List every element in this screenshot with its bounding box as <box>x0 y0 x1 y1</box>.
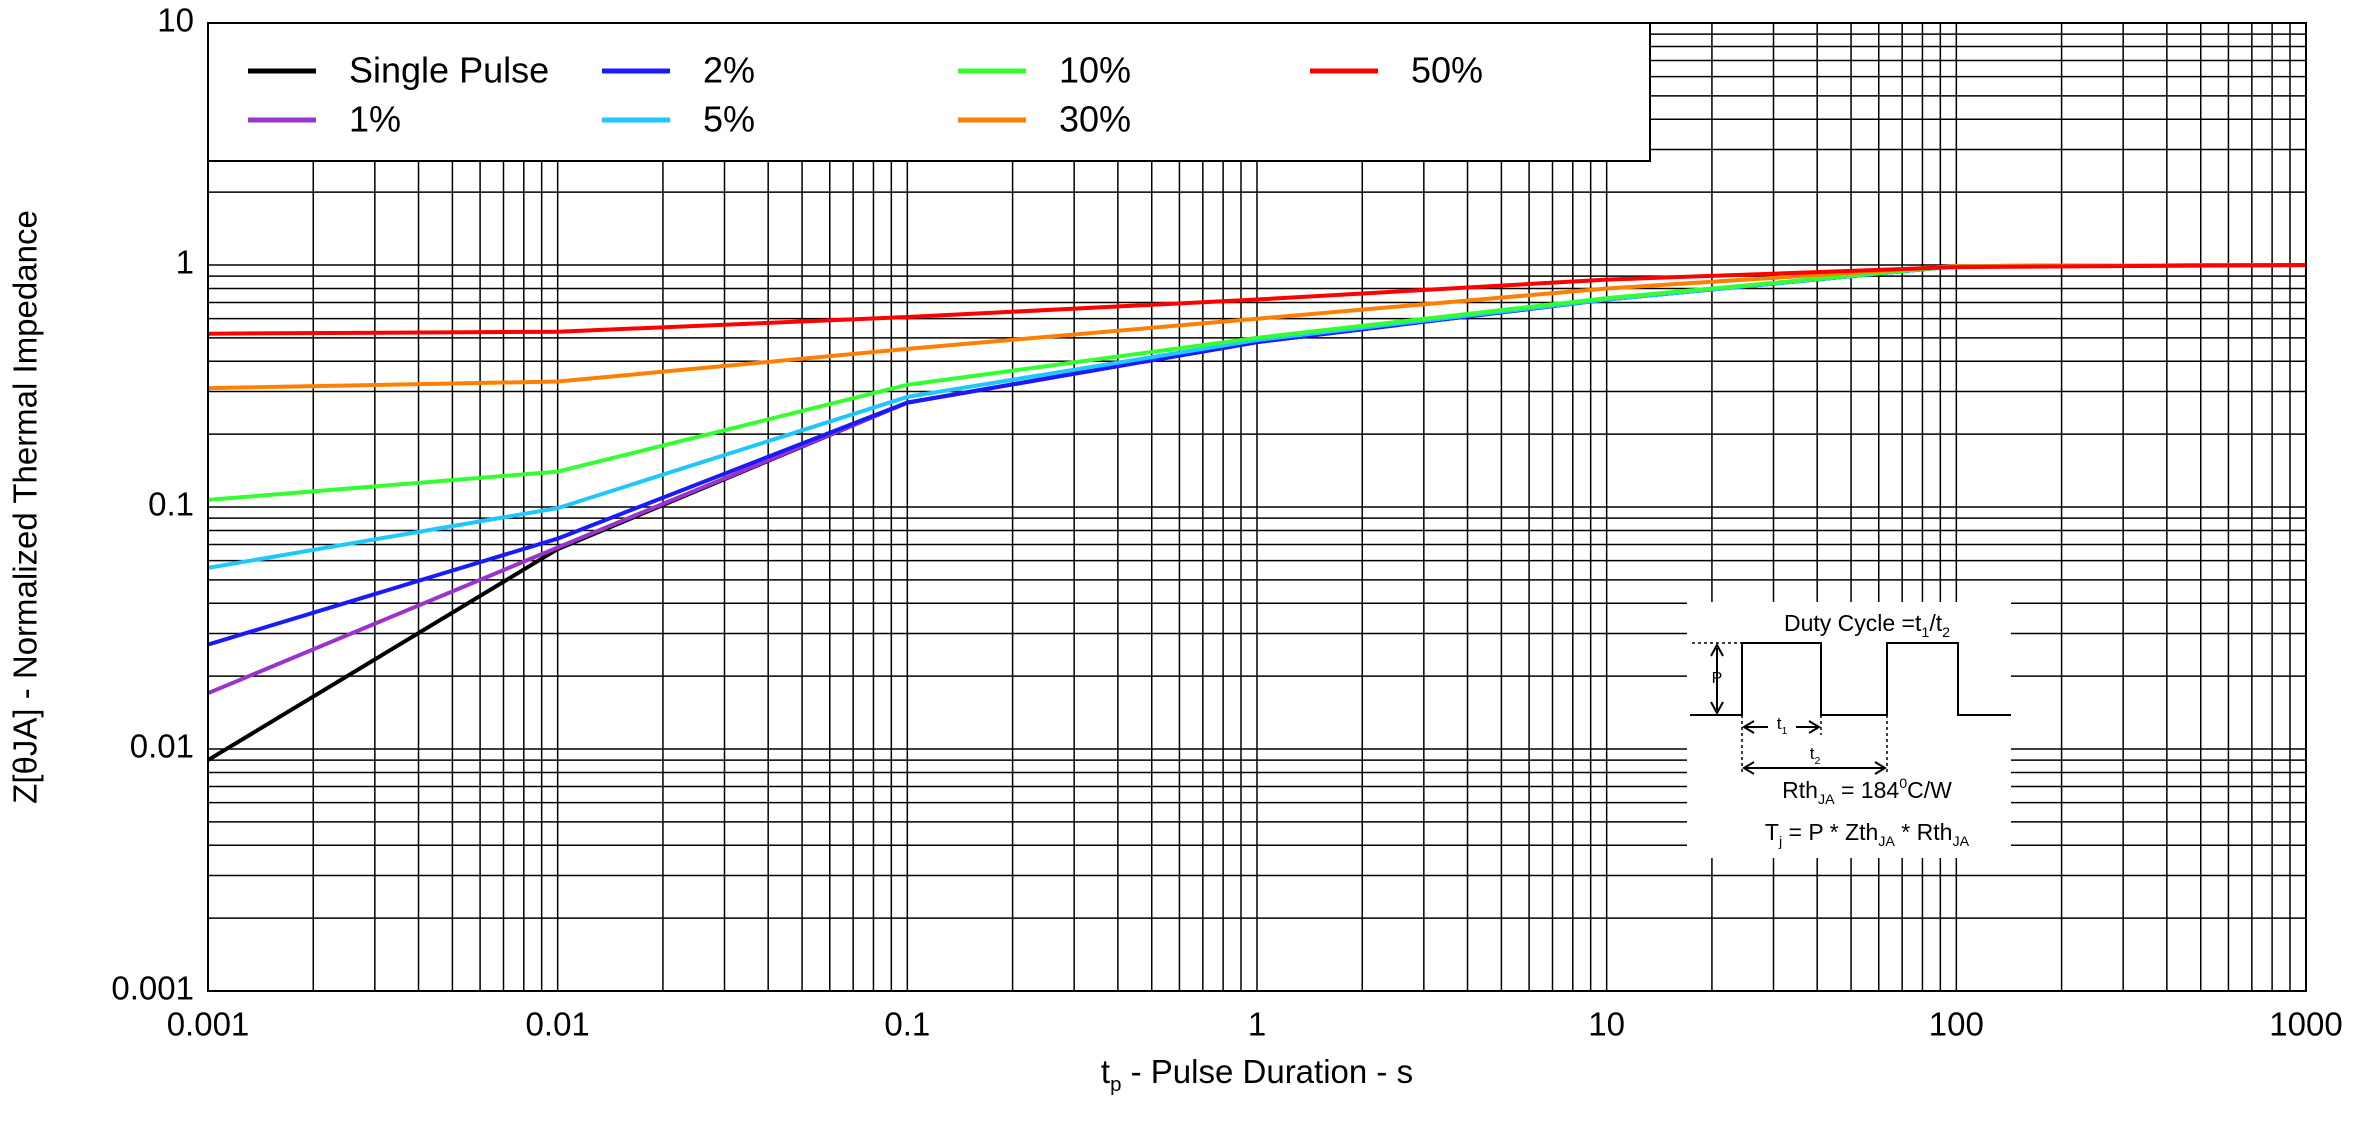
x-tick-label: 1000 <box>2269 1006 2342 1043</box>
text-part: C/W <box>1907 777 1952 803</box>
x-tick-label: 100 <box>1929 1006 1984 1043</box>
text-part: 1 <box>1781 725 1787 737</box>
grid <box>207 22 2307 992</box>
text-part: JA <box>1818 792 1835 808</box>
series-line <box>207 263 2307 336</box>
legend-label: 30% <box>1059 99 1131 140</box>
y-tick-label: 0.01 <box>130 728 194 765</box>
x-tick-label: 0.01 <box>526 1006 590 1043</box>
legend-label: 5% <box>703 99 755 140</box>
text-part: Duty Cycle =t <box>1784 610 1922 636</box>
text-part: /t <box>1929 610 1942 636</box>
text-part: p <box>1110 1073 1121 1096</box>
x-tick-label: 0.001 <box>167 1006 250 1043</box>
y-tick-label: 1 <box>176 244 194 281</box>
t2-label: t2 <box>1810 744 1821 766</box>
plot-lines <box>206 263 2307 762</box>
text-part: = 184 <box>1835 777 1900 803</box>
text-part: 1 <box>1921 625 1929 641</box>
x-axis-label: tp - Pulse Duration - s <box>1101 1053 1413 1096</box>
p-label: P <box>1712 670 1723 687</box>
legend: Single Pulse 1% 2% 5% 10% 30% 50% <box>207 22 1651 162</box>
y-tick-label: 0.001 <box>111 970 194 1007</box>
legend-label: Single Pulse <box>349 50 549 91</box>
t1-arrowheads <box>1742 720 1821 734</box>
text-part: t <box>1101 1053 1110 1090</box>
text-part: 2 <box>1814 755 1820 767</box>
text-part: JA <box>1878 834 1895 850</box>
text-part: = P * Zth <box>1782 819 1878 845</box>
legend-box <box>207 22 1651 162</box>
text-part: - Pulse Duration - s <box>1121 1053 1413 1090</box>
text-part: t <box>1810 744 1815 763</box>
y-axis-label: Z[θJA] - Normalized Thermal Impedance <box>7 210 44 804</box>
y-tick-label: 0.1 <box>148 486 194 523</box>
text-part: Rth <box>1782 777 1818 803</box>
x-tick-label: 10 <box>1588 1006 1625 1043</box>
t1-label: t1 <box>1777 714 1788 736</box>
text-part: j <box>1778 834 1782 850</box>
y-tick-label: 10 <box>157 2 194 39</box>
legend-label: 50% <box>1411 50 1483 91</box>
duty-cycle-label: Duty Cycle =t1/t2 <box>1784 610 1950 641</box>
p-arrowheads <box>1710 642 1724 716</box>
legend-label: 1% <box>349 99 401 140</box>
pulse-waveform <box>1690 642 2011 716</box>
text-part: 2 <box>1942 625 1950 641</box>
text-part: JA <box>1952 834 1969 850</box>
x-tick-label: 0.1 <box>884 1006 930 1043</box>
text-part: 0 <box>1899 776 1907 792</box>
t2-arrowheads <box>1742 761 1887 775</box>
x-tick-label: 1 <box>1248 1006 1266 1043</box>
legend-label: 10% <box>1059 50 1131 91</box>
legend-label: 2% <box>703 50 755 91</box>
text-part: * Rth <box>1895 819 1953 845</box>
text-part: t <box>1777 714 1782 733</box>
tj-label: Tj = P * ZthJA * RthJA <box>1765 819 1970 850</box>
text-part: T <box>1765 819 1779 845</box>
rth-label: RthJA = 1840C/W <box>1782 776 1952 808</box>
